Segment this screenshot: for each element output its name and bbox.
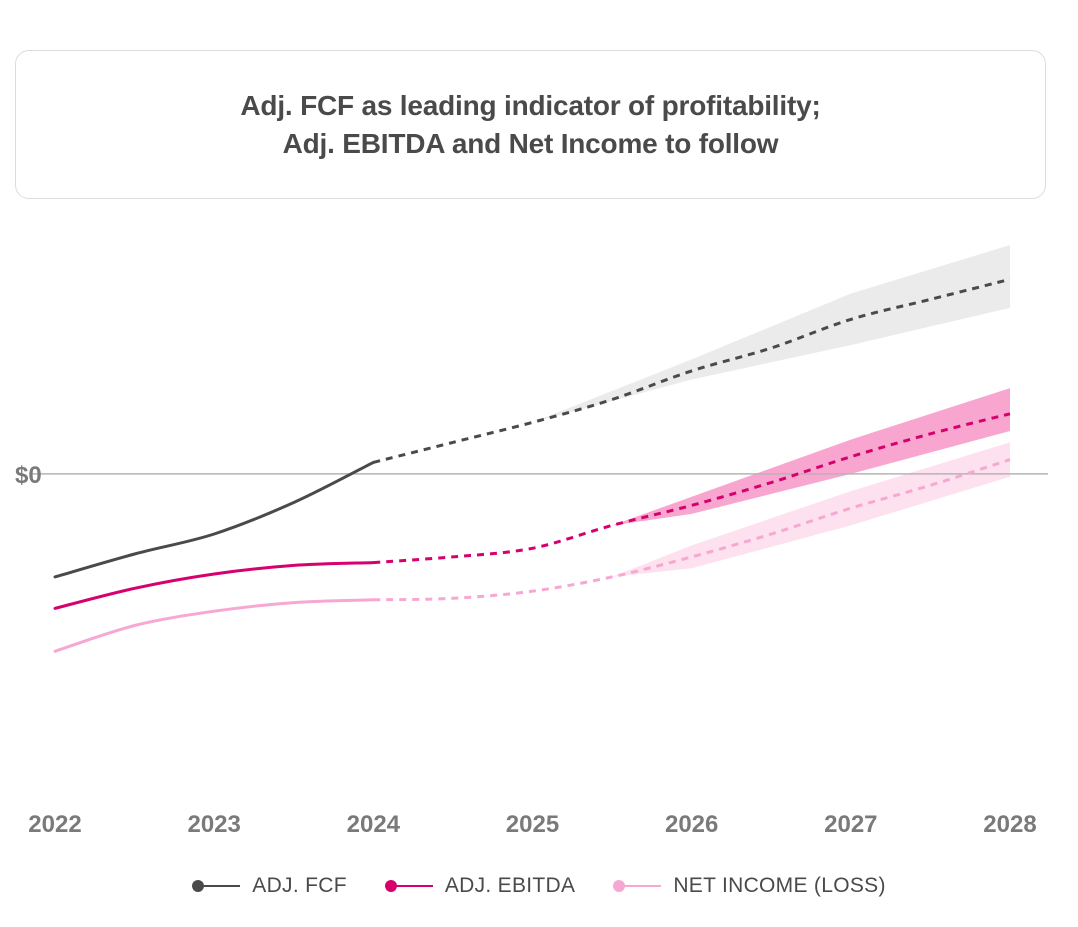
x-tick-label-2026: 2026 <box>665 811 718 838</box>
series-line-actual-fcf <box>53 460 375 579</box>
forecast-band-fcf <box>532 245 1010 423</box>
x-tick-label-2027: 2027 <box>824 811 877 838</box>
legend-label-adj-ebitda: ADJ. EBITDA <box>444 874 576 897</box>
x-tick-label-2024: 2024 <box>347 811 401 838</box>
series-line-actual-ebitda <box>53 561 375 610</box>
chart-title-line-1: Adj. FCF as leading indicator of profita… <box>240 89 821 121</box>
forecast-band-ebitda <box>612 388 1010 526</box>
series-line-actual-net_income <box>53 598 375 653</box>
line-chart: $0 2022 2023 2024 2025 2026 2027 2028 <box>15 245 1048 838</box>
legend-swatch-adj-fcf <box>192 879 241 893</box>
legend-label-net-income: NET INCOME (LOSS) <box>673 874 886 897</box>
legend-label-adj-fcf: ADJ. FCF <box>252 874 347 897</box>
x-tick-label-2025: 2025 <box>506 811 559 838</box>
series-line-forecast-fcf <box>372 277 1011 464</box>
y-tick-label-zero: $0 <box>15 462 42 489</box>
series-line-forecast-net_income <box>373 458 1011 602</box>
chart-title-box: Adj. FCF as leading indicator of profita… <box>15 50 1046 199</box>
x-tick-label-2023: 2023 <box>187 811 240 838</box>
legend-swatch-net-income <box>613 879 662 893</box>
forecast-band-net_income <box>612 442 1010 577</box>
legend-item-adj-fcf: ADJ. FCF <box>192 874 347 898</box>
legend-swatch-adj-ebitda <box>384 879 433 893</box>
legend-item-net-income: NET INCOME (LOSS) <box>613 874 885 898</box>
chart-title-line-2: Adj. EBITDA and Net Income to follow <box>282 127 779 159</box>
legend-item-adj-ebitda: ADJ. EBITDA <box>384 874 576 898</box>
chart-legend: ADJ. FCF ADJ. EBITDA NET INCOME (LOSS) <box>0 868 1078 904</box>
series-line-forecast-ebitda <box>373 412 1011 565</box>
x-tick-label-2028: 2028 <box>983 811 1036 838</box>
x-tick-label-2022: 2022 <box>28 811 81 838</box>
